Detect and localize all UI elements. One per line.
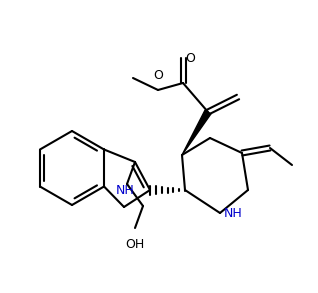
- Text: OH: OH: [125, 238, 145, 251]
- Text: O: O: [153, 69, 163, 82]
- Polygon shape: [182, 110, 211, 155]
- Text: NH: NH: [116, 184, 135, 197]
- Text: O: O: [185, 52, 195, 64]
- Text: NH: NH: [224, 207, 243, 220]
